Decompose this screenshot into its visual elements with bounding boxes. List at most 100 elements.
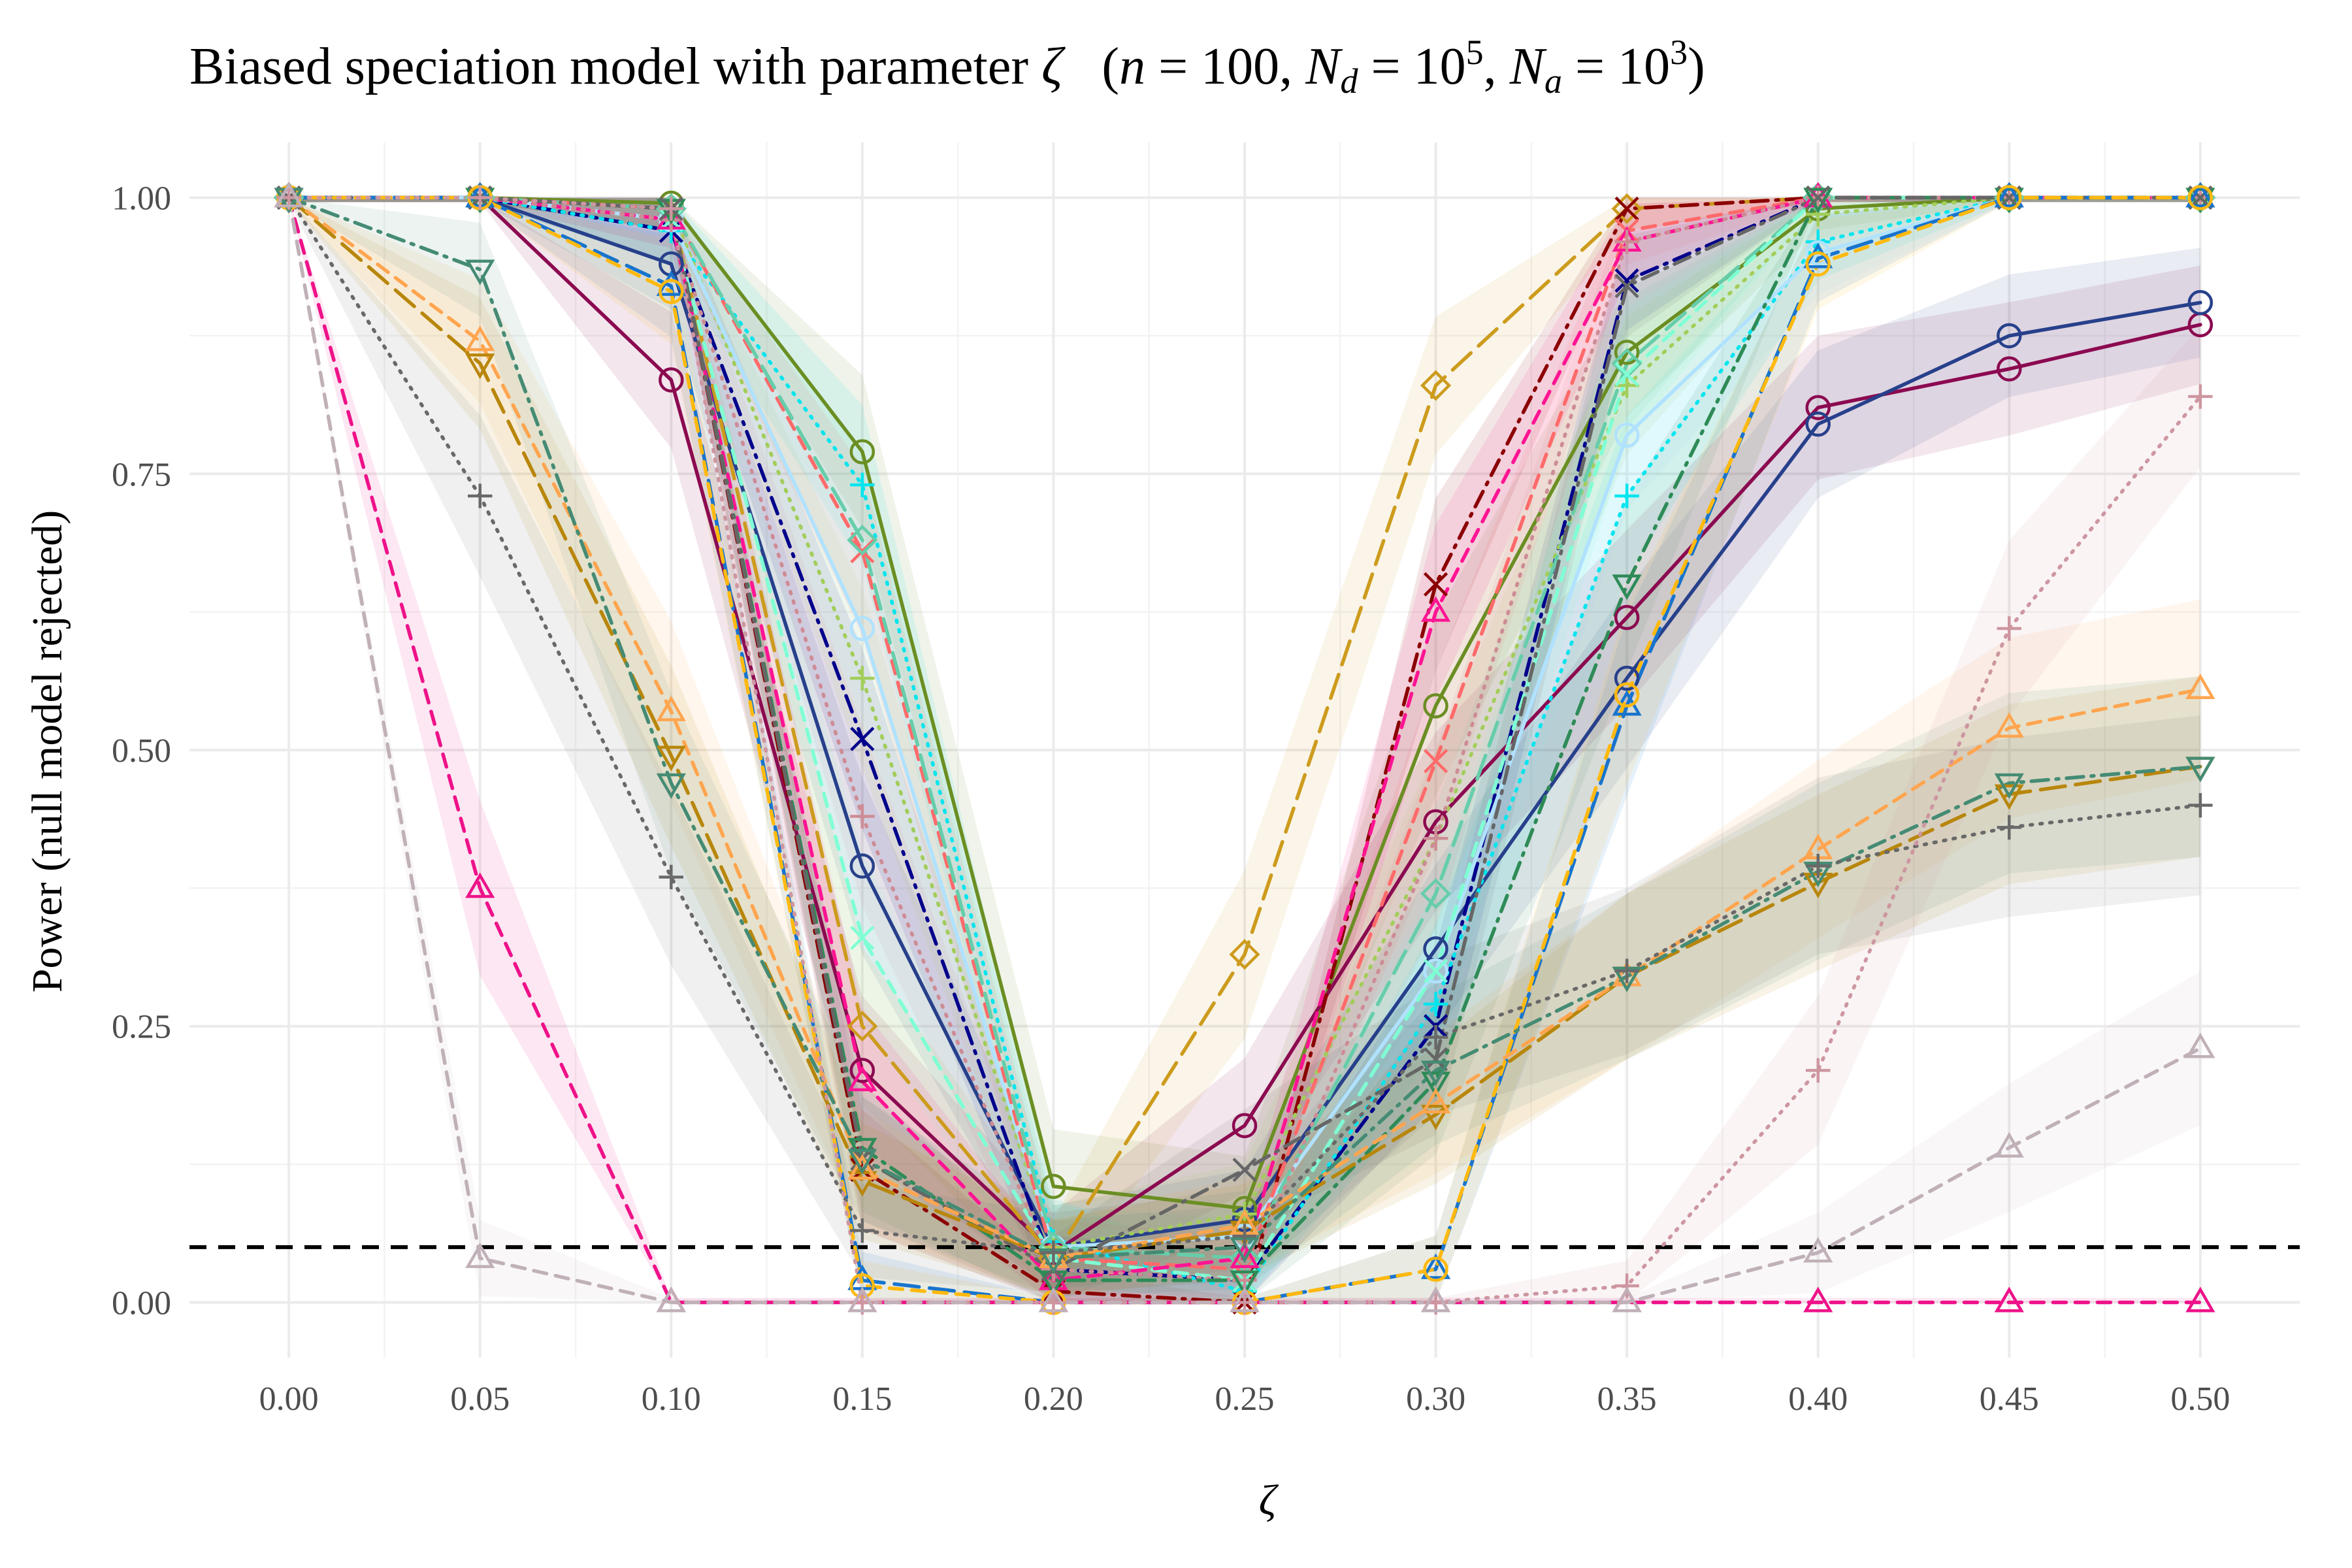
data-point (1806, 1058, 1831, 1083)
series-markers (273, 182, 2216, 1315)
data-point (850, 472, 875, 497)
ribbon-S3 (289, 197, 2200, 1290)
data-point (1612, 574, 1642, 600)
data-point (2188, 792, 2213, 818)
data-point (465, 259, 495, 286)
title-param-0: ( (1102, 38, 1119, 95)
data-point (1232, 1113, 1258, 1139)
data-point (2185, 1286, 2215, 1313)
data-point (1232, 1157, 1257, 1183)
y-axis-title: Power (null model rejected) (24, 510, 71, 993)
x-tick-label: 0.05 (450, 1380, 510, 1418)
markers-S25 (274, 182, 2215, 1313)
title-param-7: , (1484, 38, 1510, 95)
data-point (659, 196, 683, 221)
data-point (847, 1149, 877, 1175)
data-point (1994, 188, 2024, 214)
data-point (2187, 289, 2213, 316)
data-point (1614, 604, 1640, 630)
data-point (1994, 773, 2024, 799)
y-tick-label: 0.25 (112, 1009, 171, 1046)
data-point (1423, 958, 1448, 984)
title-symbol: ζ (1041, 38, 1066, 95)
ribbon-S17 (289, 197, 2200, 1303)
x-axis-tick-labels: 0.00 0.05 0.10 0.15 0.20 0.25 0.30 0.35 0.40 0.45… (259, 1380, 2230, 1418)
data-point (1614, 483, 1639, 508)
data-point (1420, 1253, 1451, 1279)
x-tick-label: 0.40 (1788, 1380, 1848, 1418)
data-point (1420, 1286, 1451, 1313)
title-param-3: N (1305, 38, 1343, 95)
data-point (1038, 1242, 1069, 1268)
data-point (1614, 422, 1640, 448)
x-tick-label: 0.50 (2170, 1380, 2230, 1418)
ribbon-S14 (289, 197, 2200, 1303)
data-point (847, 1154, 877, 1180)
data-point (1423, 1256, 1448, 1282)
data-point (1997, 616, 2021, 641)
data-point (849, 615, 875, 642)
ribbon-S21 (289, 197, 2200, 1297)
data-point (1232, 1224, 1257, 1249)
data-point (656, 773, 686, 799)
title-param-1: n (1119, 38, 1145, 95)
data-point (2188, 384, 2213, 409)
markers-S21 (274, 188, 2215, 1274)
data-point (847, 1286, 877, 1313)
data-point (1614, 229, 1639, 254)
title-param-11: 3 (1670, 33, 1688, 72)
markers-S22 (276, 185, 2213, 1266)
data-point (468, 483, 493, 508)
data-point (659, 279, 684, 304)
data-point (1423, 826, 1448, 851)
ribbon-S19 (289, 197, 2200, 1297)
data-point (1803, 1286, 1833, 1313)
data-point (1997, 323, 2022, 349)
data-point (1614, 682, 1640, 708)
data-point (2185, 673, 2215, 699)
data-point (2185, 757, 2215, 783)
data-point (1420, 1060, 1451, 1086)
data-point (1614, 1273, 1639, 1298)
data-point (1805, 411, 1831, 437)
data-point (850, 539, 875, 564)
data-point (1420, 596, 1451, 622)
x-tick-label: 0.15 (832, 1380, 892, 1418)
data-point (1994, 712, 2024, 738)
data-point (656, 1286, 686, 1313)
title-param-10: = 10 (1562, 38, 1670, 95)
data-point (1994, 1132, 2024, 1158)
y-tick-label: 0.50 (112, 732, 171, 770)
x-tick-label: 0.00 (259, 1380, 319, 1418)
data-point (1230, 1270, 1260, 1296)
data-point (1614, 274, 1639, 299)
data-point (849, 1058, 875, 1083)
x-axis-title: ζ (1259, 1477, 1279, 1524)
data-point (1994, 1286, 2024, 1313)
ribbon-S9 (289, 197, 2200, 1290)
ribbon-S2 (289, 197, 2200, 1293)
data-point (1041, 1240, 1066, 1266)
y-tick-label: 0.00 (112, 1284, 171, 1322)
data-point (1997, 815, 2021, 840)
data-point (1997, 185, 2022, 210)
title-param-2: = 100, (1145, 38, 1305, 95)
data-point (1803, 1237, 1833, 1263)
data-point (850, 666, 875, 691)
data-point (1230, 1286, 1260, 1313)
data-point (1423, 992, 1448, 1017)
data-point (849, 439, 875, 465)
ribbon-S22 (289, 197, 2200, 1293)
y-axis-tick-labels: 0.00 0.25 0.50 0.75 1.00 (112, 180, 171, 1322)
data-point (1420, 1071, 1451, 1098)
ribbon-S18 (289, 197, 2200, 1303)
data-point (1997, 356, 2022, 382)
title-params: (n = 100, Nd = 105, Na = 103) (1102, 33, 1705, 101)
data-point (1806, 853, 1831, 879)
data-point (659, 367, 684, 393)
data-point (850, 804, 875, 829)
data-point (1423, 693, 1448, 719)
data-point (1423, 1024, 1448, 1050)
data-point (1423, 749, 1448, 774)
